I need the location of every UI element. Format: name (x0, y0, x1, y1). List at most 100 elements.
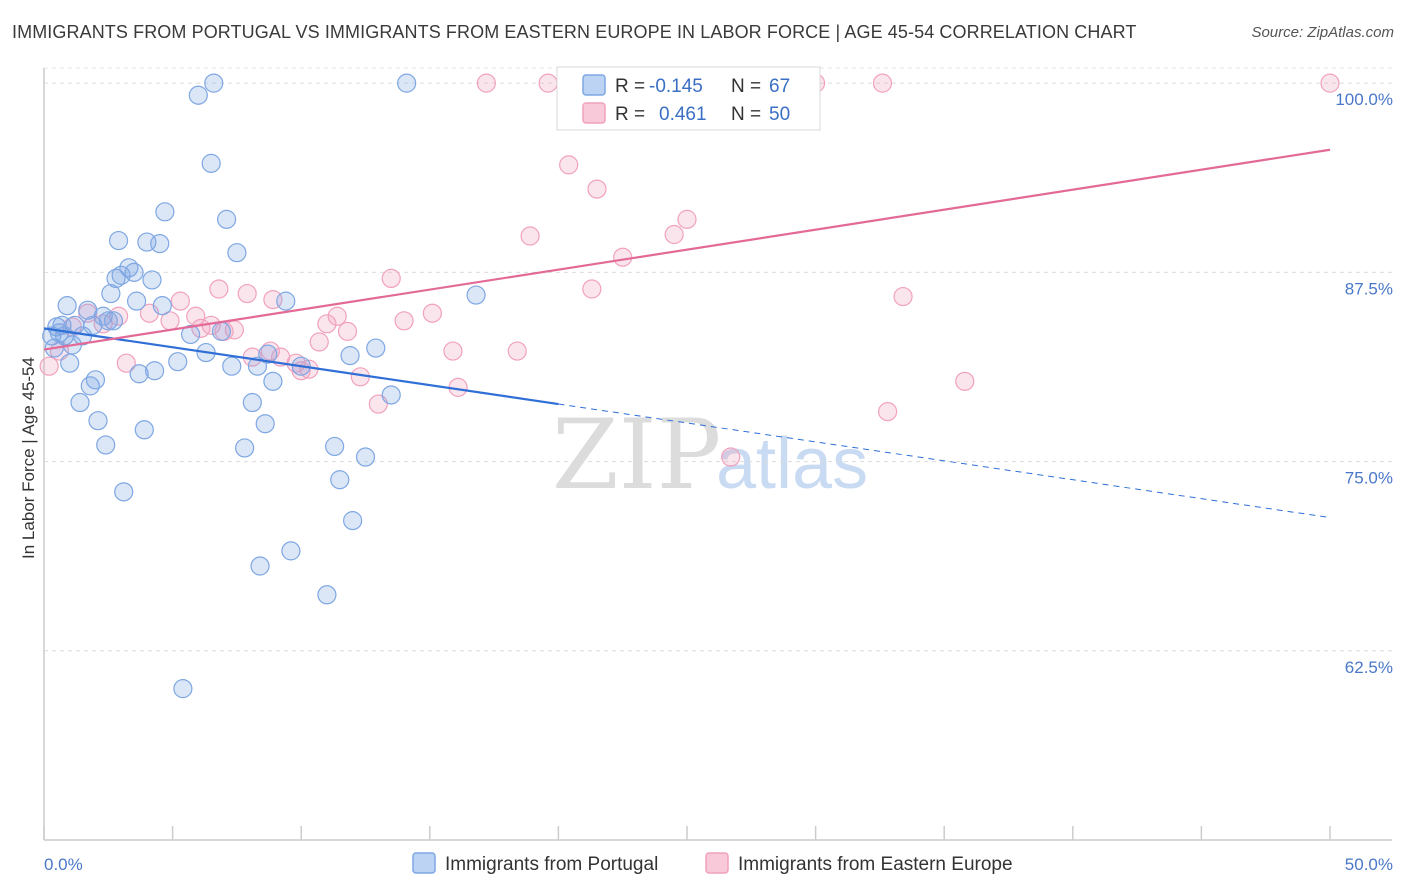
point-portugal (222, 356, 242, 376)
point-eastern-europe (721, 447, 741, 467)
y-tick-label: 62.5% (1345, 658, 1393, 677)
point-eastern-europe (538, 73, 558, 93)
point-eastern-europe (443, 341, 463, 361)
point-portugal (150, 233, 170, 254)
legend-swatch-bottom-eastern-europe (705, 852, 729, 874)
point-eastern-europe (893, 286, 913, 307)
correlation-legend: R = -0.145 N = 67 R = 0.461 N = 50 (556, 66, 821, 131)
point-portugal (88, 411, 108, 431)
point-portugal (144, 361, 165, 381)
point-portugal (397, 73, 417, 93)
point-portugal (204, 73, 224, 93)
point-eastern-europe (559, 155, 579, 175)
point-eastern-europe (237, 283, 257, 304)
legend-label-eastern-europe: Immigrants from Eastern Europe (738, 854, 1013, 875)
point-portugal (142, 270, 162, 290)
point-eastern-europe (309, 332, 329, 352)
point-portugal (263, 371, 283, 391)
point-eastern-europe (317, 314, 337, 334)
point-portugal (381, 385, 401, 405)
point-portugal (343, 511, 363, 531)
trend-line-portugal-extrapolated (558, 403, 1331, 519)
legend-swatch-bottom-portugal (412, 852, 436, 874)
legend-r-label-2: R = (615, 104, 645, 125)
point-portugal (255, 414, 275, 434)
point-portugal (129, 364, 149, 384)
point-eastern-europe (677, 209, 697, 229)
point-eastern-europe (872, 73, 893, 93)
trend-line-portugal (43, 327, 559, 406)
point-eastern-europe (260, 341, 280, 361)
point-portugal (281, 541, 301, 561)
point-portugal (330, 470, 350, 490)
point-portugal (188, 85, 208, 105)
point-portugal (217, 209, 237, 229)
point-portugal (103, 311, 124, 331)
point-portugal (317, 585, 337, 605)
x-tick-label: 0.0% (44, 855, 83, 874)
point-eastern-europe (422, 303, 442, 323)
watermark-atlas: atlas (716, 424, 868, 504)
point-portugal (235, 438, 255, 458)
point-eastern-europe (116, 353, 136, 373)
axes (43, 68, 1392, 841)
point-portugal (276, 291, 296, 311)
point-portugal (114, 482, 134, 502)
point-portugal (152, 296, 172, 316)
point-eastern-europe (878, 402, 898, 422)
point-eastern-europe (170, 291, 190, 311)
y-tick-label: 87.5% (1345, 279, 1393, 298)
source-credit: Source: ZipAtlas.com (1251, 24, 1394, 41)
point-portugal (134, 420, 154, 440)
point-portugal (168, 352, 188, 372)
point-portugal (70, 392, 90, 413)
point-portugal (106, 268, 126, 289)
y-tick-label: 100.0% (1335, 90, 1393, 109)
x-tick-label: 50.0% (1345, 855, 1393, 874)
point-portugal (258, 344, 278, 364)
y-axis-label: In Labor Force | Age 45-54 (19, 357, 38, 559)
y-tick-labels: 62.5% 75.0% 87.5% 100.0% (1335, 90, 1393, 677)
y-tick-label: 75.0% (1345, 469, 1393, 488)
legend-n-value-1: 67 (769, 76, 790, 97)
point-eastern-europe (587, 179, 607, 199)
series-legend: Immigrants from Portugal Immigrants from… (412, 852, 1013, 875)
point-portugal (355, 447, 376, 467)
point-eastern-europe (327, 306, 347, 326)
point-eastern-europe (507, 341, 527, 361)
legend-n-value-2: 50 (769, 104, 790, 125)
trend-line-eastern-europe (43, 148, 1331, 351)
point-eastern-europe (209, 279, 229, 299)
x-tick-labels: 0.0% 50.0% (44, 855, 1393, 874)
watermark: ZIP atlas (552, 399, 868, 511)
point-portugal (98, 311, 118, 331)
point-portugal (211, 321, 232, 341)
point-eastern-europe (39, 356, 59, 376)
legend-swatch-eastern-europe (582, 102, 606, 124)
point-portugal (466, 285, 486, 305)
point-portugal (96, 435, 116, 455)
point-eastern-europe (1320, 73, 1340, 93)
point-portugal (227, 243, 247, 263)
point-eastern-europe (955, 371, 975, 391)
point-eastern-europe (582, 279, 602, 299)
chart-title: IMMIGRANTS FROM PORTUGAL VS IMMIGRANTS F… (12, 22, 1137, 42)
legend-r-value-2: 0.461 (659, 104, 707, 125)
legend-r-label-1: R = (615, 76, 645, 97)
point-eastern-europe (381, 268, 401, 289)
point-portugal (325, 436, 345, 457)
point-eastern-europe (337, 321, 358, 341)
trend-lines (43, 148, 1331, 519)
point-eastern-europe (664, 224, 684, 245)
point-portugal (108, 230, 129, 251)
point-portugal (101, 283, 121, 304)
series-portugal-points (42, 73, 486, 699)
point-portugal (366, 338, 386, 358)
legend-label-portugal: Immigrants from Portugal (445, 854, 658, 875)
point-eastern-europe (520, 226, 540, 246)
point-portugal (181, 324, 201, 345)
point-eastern-europe (613, 247, 633, 267)
watermark-zip: ZIP (552, 399, 721, 511)
legend-swatch-portugal (582, 74, 606, 96)
